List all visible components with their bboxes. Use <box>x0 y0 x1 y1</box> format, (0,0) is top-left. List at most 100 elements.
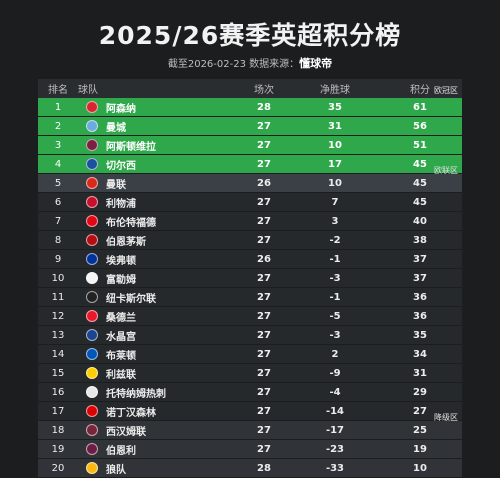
team-badge-cell <box>78 234 106 246</box>
row-points: 10 <box>413 462 427 474</box>
row-goal-diff: 7 <box>331 196 339 208</box>
table-row[interactable]: 1 阿森纳 28 35 61 <box>38 98 462 117</box>
team-badge-cell <box>78 367 106 379</box>
row-played: 27 <box>257 139 271 151</box>
table-row[interactable]: 10 富勒姆 27 -3 37 <box>38 269 462 288</box>
row-played: 27 <box>257 424 271 436</box>
row-played: 27 <box>257 310 271 322</box>
row-played: 27 <box>257 329 271 341</box>
row-points: 45 <box>413 177 427 189</box>
source-brand: 懂球帝 <box>299 57 333 70</box>
row-team-name: 西汉姆联 <box>106 426 146 438</box>
row-points: 37 <box>413 253 427 265</box>
row-rank: 9 <box>54 253 62 265</box>
zone-label-uel: 欧联区 <box>434 166 458 175</box>
row-goal-diff: -9 <box>329 367 341 379</box>
row-rank: 7 <box>54 215 62 227</box>
row-played: 27 <box>257 291 271 303</box>
table-row[interactable]: 17 诺丁汉森林 27 -14 27 <box>38 402 462 421</box>
table-row[interactable]: 19 伯恩利 27 -23 19 <box>38 440 462 459</box>
table-row[interactable]: 6 利物浦 27 7 45 <box>38 193 462 212</box>
team-crest-icon <box>86 101 98 113</box>
team-badge-cell <box>78 443 106 455</box>
row-rank: 10 <box>51 272 65 284</box>
table-row[interactable]: 12 桑德兰 27 -5 36 <box>38 307 462 326</box>
team-badge-cell <box>78 158 106 170</box>
row-rank: 3 <box>54 139 62 151</box>
row-points: 19 <box>413 443 427 455</box>
row-points: 25 <box>413 424 427 436</box>
row-goal-diff: 35 <box>328 101 342 113</box>
row-played: 27 <box>257 120 271 132</box>
team-crest-icon <box>86 329 98 341</box>
page-subtitle: 截至2026-02-23 数据来源：懂球帝 <box>0 55 500 71</box>
table-row[interactable]: 14 布莱顿 27 2 34 <box>38 345 462 364</box>
team-badge-cell <box>78 310 106 322</box>
row-played: 27 <box>257 215 271 227</box>
row-team-name: 纽卡斯尔联 <box>106 293 156 305</box>
row-goal-diff: -2 <box>329 234 341 246</box>
table-row[interactable]: 2 曼城 27 31 56 <box>38 117 462 136</box>
header-rank: 排名 <box>48 85 68 96</box>
table-row[interactable]: 13 水晶宫 27 -3 35 <box>38 326 462 345</box>
row-played: 27 <box>257 272 271 284</box>
row-team-name: 富勒姆 <box>106 274 136 286</box>
team-crest-icon <box>86 253 98 265</box>
standings-table: 排名 球队 场次 净胜球 积分 欧冠区 1 阿森纳 28 35 61 2 曼城 27 31 56 3… <box>38 79 462 478</box>
row-rank: 2 <box>54 120 62 132</box>
row-played: 26 <box>257 253 271 265</box>
table-row[interactable]: 9 埃弗顿 26 -1 37 <box>38 250 462 269</box>
row-played: 27 <box>257 234 271 246</box>
table-row[interactable]: 11 纽卡斯尔联 27 -1 36 <box>38 288 462 307</box>
row-points: 51 <box>413 139 427 151</box>
row-team-name: 水晶宫 <box>106 331 136 343</box>
table-row[interactable]: 8 伯恩茅斯 27 -2 38 <box>38 231 462 250</box>
row-team-name: 托特纳姆热刺 <box>106 388 166 400</box>
team-crest-icon <box>86 405 98 417</box>
row-played: 27 <box>257 386 271 398</box>
row-played: 27 <box>257 158 271 170</box>
team-badge-cell <box>78 386 106 398</box>
team-crest-icon <box>86 177 98 189</box>
row-team-name: 曼联 <box>106 179 126 191</box>
team-badge-cell <box>78 139 106 151</box>
table-row[interactable]: 16 托特纳姆热刺 27 -4 29 <box>38 383 462 402</box>
table-row[interactable]: 18 西汉姆联 27 -17 25 降级区 <box>38 413 462 440</box>
row-points: 45 <box>413 196 427 208</box>
row-team-name: 布莱顿 <box>106 350 136 362</box>
team-badge-cell <box>78 120 106 132</box>
team-badge-cell <box>78 348 106 360</box>
row-rank: 14 <box>51 348 65 360</box>
team-badge-cell <box>78 424 106 436</box>
row-team-name: 诺丁汉森林 <box>106 407 156 419</box>
team-badge-cell <box>78 291 106 303</box>
team-crest-icon <box>86 215 98 227</box>
team-crest-icon <box>86 348 98 360</box>
row-goal-diff: -3 <box>329 329 341 341</box>
table-row[interactable]: 20 狼队 28 -33 10 <box>38 459 462 478</box>
row-team-name: 阿斯顿维拉 <box>106 141 156 153</box>
row-team-name: 桑德兰 <box>106 312 136 324</box>
table-row[interactable]: 7 布伦特福德 27 3 40 <box>38 212 462 231</box>
zone-label-ucl: 欧冠区 <box>434 86 458 95</box>
row-rank: 12 <box>51 310 65 322</box>
row-goal-diff: -14 <box>325 405 345 417</box>
team-badge-cell <box>78 253 106 265</box>
team-badge-cell <box>78 329 106 341</box>
row-team-name: 伯恩利 <box>106 445 136 457</box>
row-points: 37 <box>413 272 427 284</box>
row-team-name: 切尔西 <box>106 160 136 172</box>
team-crest-icon <box>86 158 98 170</box>
table-row[interactable]: 3 阿斯顿维拉 27 10 51 <box>38 136 462 155</box>
table-row[interactable]: 15 利兹联 27 -9 31 <box>38 364 462 383</box>
row-rank: 4 <box>54 158 62 170</box>
row-goal-diff: -1 <box>329 291 341 303</box>
row-goal-diff: -23 <box>325 443 345 455</box>
row-played: 27 <box>257 443 271 455</box>
row-rank: 8 <box>54 234 62 246</box>
table-row[interactable]: 4 切尔西 27 17 45 <box>38 155 462 174</box>
row-played: 28 <box>257 101 271 113</box>
row-team-name: 曼城 <box>106 122 126 134</box>
row-played: 27 <box>257 196 271 208</box>
table-row[interactable]: 5 曼联 26 10 45 欧联区 <box>38 166 462 193</box>
